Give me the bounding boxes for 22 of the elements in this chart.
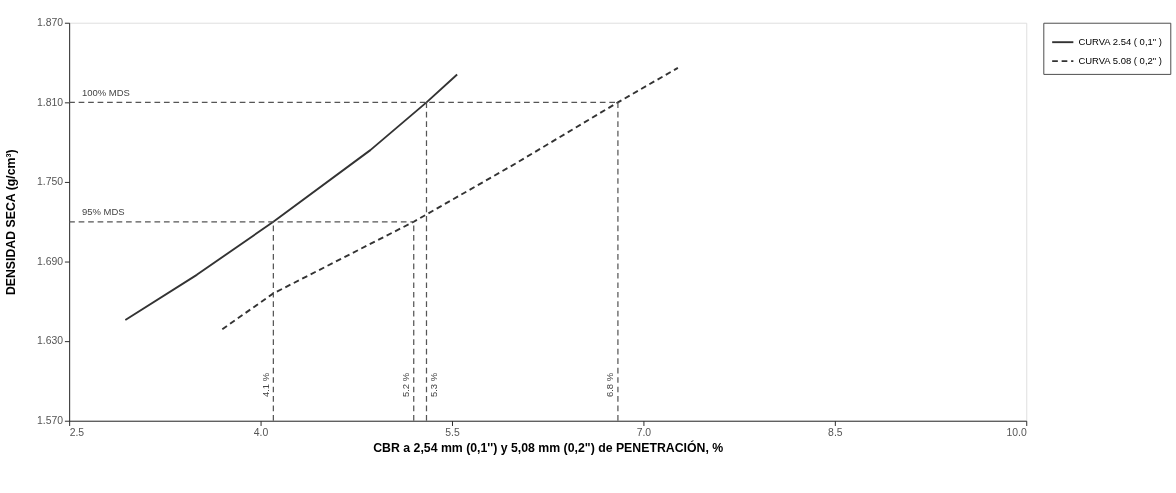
legend-label: CURVA 5.08 ( 0,2" ) xyxy=(1078,54,1162,66)
y-tick-label: 1.750 xyxy=(36,176,64,188)
y-tick-label: 1.870 xyxy=(36,17,64,29)
x-tick-label: 7.0 xyxy=(636,427,652,439)
legend-label: CURVA 2.54 ( 0,1" ) xyxy=(1078,36,1162,48)
x-axis-title: CBR a 2,54 mm (0,1'') y 5,08 mm (0,2") de PENETRACIÓN, % xyxy=(373,439,724,455)
annotation: 100% MDS xyxy=(81,86,130,98)
y-tick-label: 1.690 xyxy=(36,255,64,267)
annotation: 5.3 % xyxy=(427,372,439,398)
annotation: 6.8 % xyxy=(604,372,616,398)
y-tick-label: 1.630 xyxy=(36,335,64,347)
y-axis-title: DENSIDAD SECA (g/cm³) xyxy=(4,149,19,296)
x-tick-label: 5.5 xyxy=(445,427,460,439)
x-tick-label: 4.0 xyxy=(253,427,269,439)
x-tick-label: 2.5 xyxy=(69,427,85,439)
annotation: 5.2 % xyxy=(399,372,411,398)
x-tick-label: 10.0 xyxy=(1006,427,1027,439)
annotation: 4.1 % xyxy=(259,372,271,398)
y-tick-label: 1.810 xyxy=(36,96,64,108)
annotation: 95% MDS xyxy=(81,206,125,218)
y-tick-label: 1.570 xyxy=(36,415,64,427)
x-tick-label: 8.5 xyxy=(828,427,843,439)
